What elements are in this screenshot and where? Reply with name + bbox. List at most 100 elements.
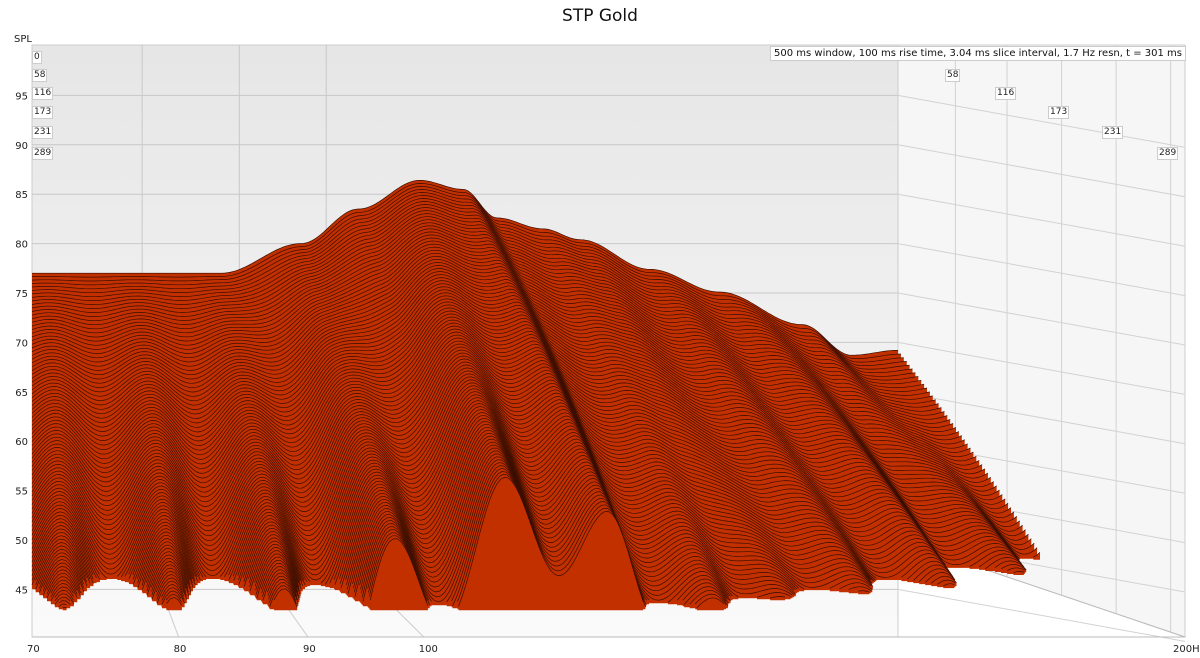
slice-line	[133, 521, 196, 585]
slice-line	[696, 597, 725, 609]
slice-line	[31, 518, 94, 575]
y-tick-label: 45	[15, 585, 28, 596]
slice-line	[31, 334, 1020, 560]
slice-line	[901, 557, 952, 578]
slice-line	[58, 603, 67, 607]
slice-line	[913, 564, 953, 581]
slice-line	[1013, 571, 1024, 573]
slice-line	[31, 531, 91, 584]
side-gridline	[897, 391, 1186, 445]
slice-line	[137, 528, 193, 584]
slice-line	[930, 575, 957, 584]
slice-line	[58, 600, 71, 605]
slice-line	[31, 195, 913, 374]
slice-line	[31, 376, 947, 569]
side-gridline	[897, 144, 1186, 198]
slice-line	[31, 249, 965, 445]
slice-line	[117, 498, 207, 578]
x-tick-label: 100	[419, 644, 438, 655]
slice-line	[31, 528, 91, 580]
slice-line	[1000, 564, 1026, 570]
slice-line	[136, 524, 196, 586]
slice-line	[31, 295, 1009, 510]
slice-line	[254, 543, 300, 588]
slice-line	[166, 597, 183, 606]
y-tick-label: 80	[15, 240, 28, 251]
slice-line	[978, 553, 1025, 568]
slice-line	[770, 596, 786, 599]
slice-line	[848, 586, 871, 591]
slice-line	[50, 583, 74, 598]
slice-line	[120, 502, 204, 578]
slice-line	[254, 547, 301, 592]
slice-line	[156, 577, 184, 600]
side-gridline	[897, 94, 1186, 148]
slice-line	[354, 450, 731, 597]
slice-line	[31, 367, 946, 569]
slice-line	[346, 432, 795, 591]
slice-line	[352, 441, 793, 596]
slice-line	[985, 557, 1024, 570]
slice-line	[689, 589, 729, 607]
slice-line	[124, 505, 201, 577]
x-tick-label: 70	[27, 644, 40, 655]
slice-line	[156, 574, 188, 600]
slice-line	[32, 183, 901, 359]
slice-line	[31, 234, 951, 424]
slice-line	[150, 557, 189, 593]
slice-line	[31, 337, 1019, 560]
slice-line	[31, 373, 948, 571]
slice-line	[31, 240, 957, 432]
y-tick-label: 60	[15, 437, 28, 448]
slice-line	[31, 280, 994, 488]
slice-line	[676, 578, 727, 601]
slice-line	[141, 534, 194, 588]
slice-line	[31, 243, 960, 437]
slice-line	[31, 262, 977, 462]
chart-title: STP Gold	[562, 6, 638, 26]
slice-line	[151, 561, 190, 597]
slice-line	[31, 192, 910, 370]
slice-line	[31, 313, 1026, 537]
slice-line	[261, 566, 297, 597]
slice-line	[243, 524, 303, 583]
slice-line	[31, 255, 971, 453]
y-tick-label: 90	[15, 141, 28, 152]
slice-line	[340, 426, 798, 590]
slice-line	[42, 566, 81, 596]
y-tick-label: 70	[15, 338, 28, 349]
slice-line	[31, 343, 1018, 559]
slice-line	[457, 473, 646, 607]
slice-line	[1033, 551, 1041, 558]
slice-line	[132, 518, 195, 580]
slice-fill	[696, 597, 724, 611]
slice-line	[39, 552, 84, 589]
y-tick-label: 95	[15, 91, 28, 102]
slice-line	[31, 511, 101, 580]
slice-line	[458, 476, 644, 607]
slice-line	[54, 593, 75, 604]
slice-line	[31, 379, 949, 573]
x-tick-label: 90	[303, 644, 316, 655]
slice-line	[839, 582, 873, 590]
slice-line	[224, 391, 877, 579]
slice-line	[31, 277, 991, 483]
slice-line	[128, 511, 198, 579]
slice-fill	[458, 477, 644, 611]
time-label-left: 231	[32, 126, 54, 139]
slice-line	[31, 237, 954, 428]
slice-line	[237, 511, 311, 582]
slice-line	[31, 316, 1029, 541]
y-tick-label: 55	[15, 487, 28, 498]
slice-line	[145, 544, 191, 589]
slice-line	[31, 307, 1020, 528]
slice-line	[31, 189, 907, 366]
slice-line	[146, 551, 189, 591]
slice-line	[362, 526, 432, 602]
slice-line	[31, 246, 962, 441]
slice-line	[31, 310, 1023, 532]
slice-line	[35, 545, 84, 590]
slice-line	[369, 535, 428, 602]
time-label-left: 173	[32, 106, 54, 119]
slice-line	[31, 204, 922, 385]
